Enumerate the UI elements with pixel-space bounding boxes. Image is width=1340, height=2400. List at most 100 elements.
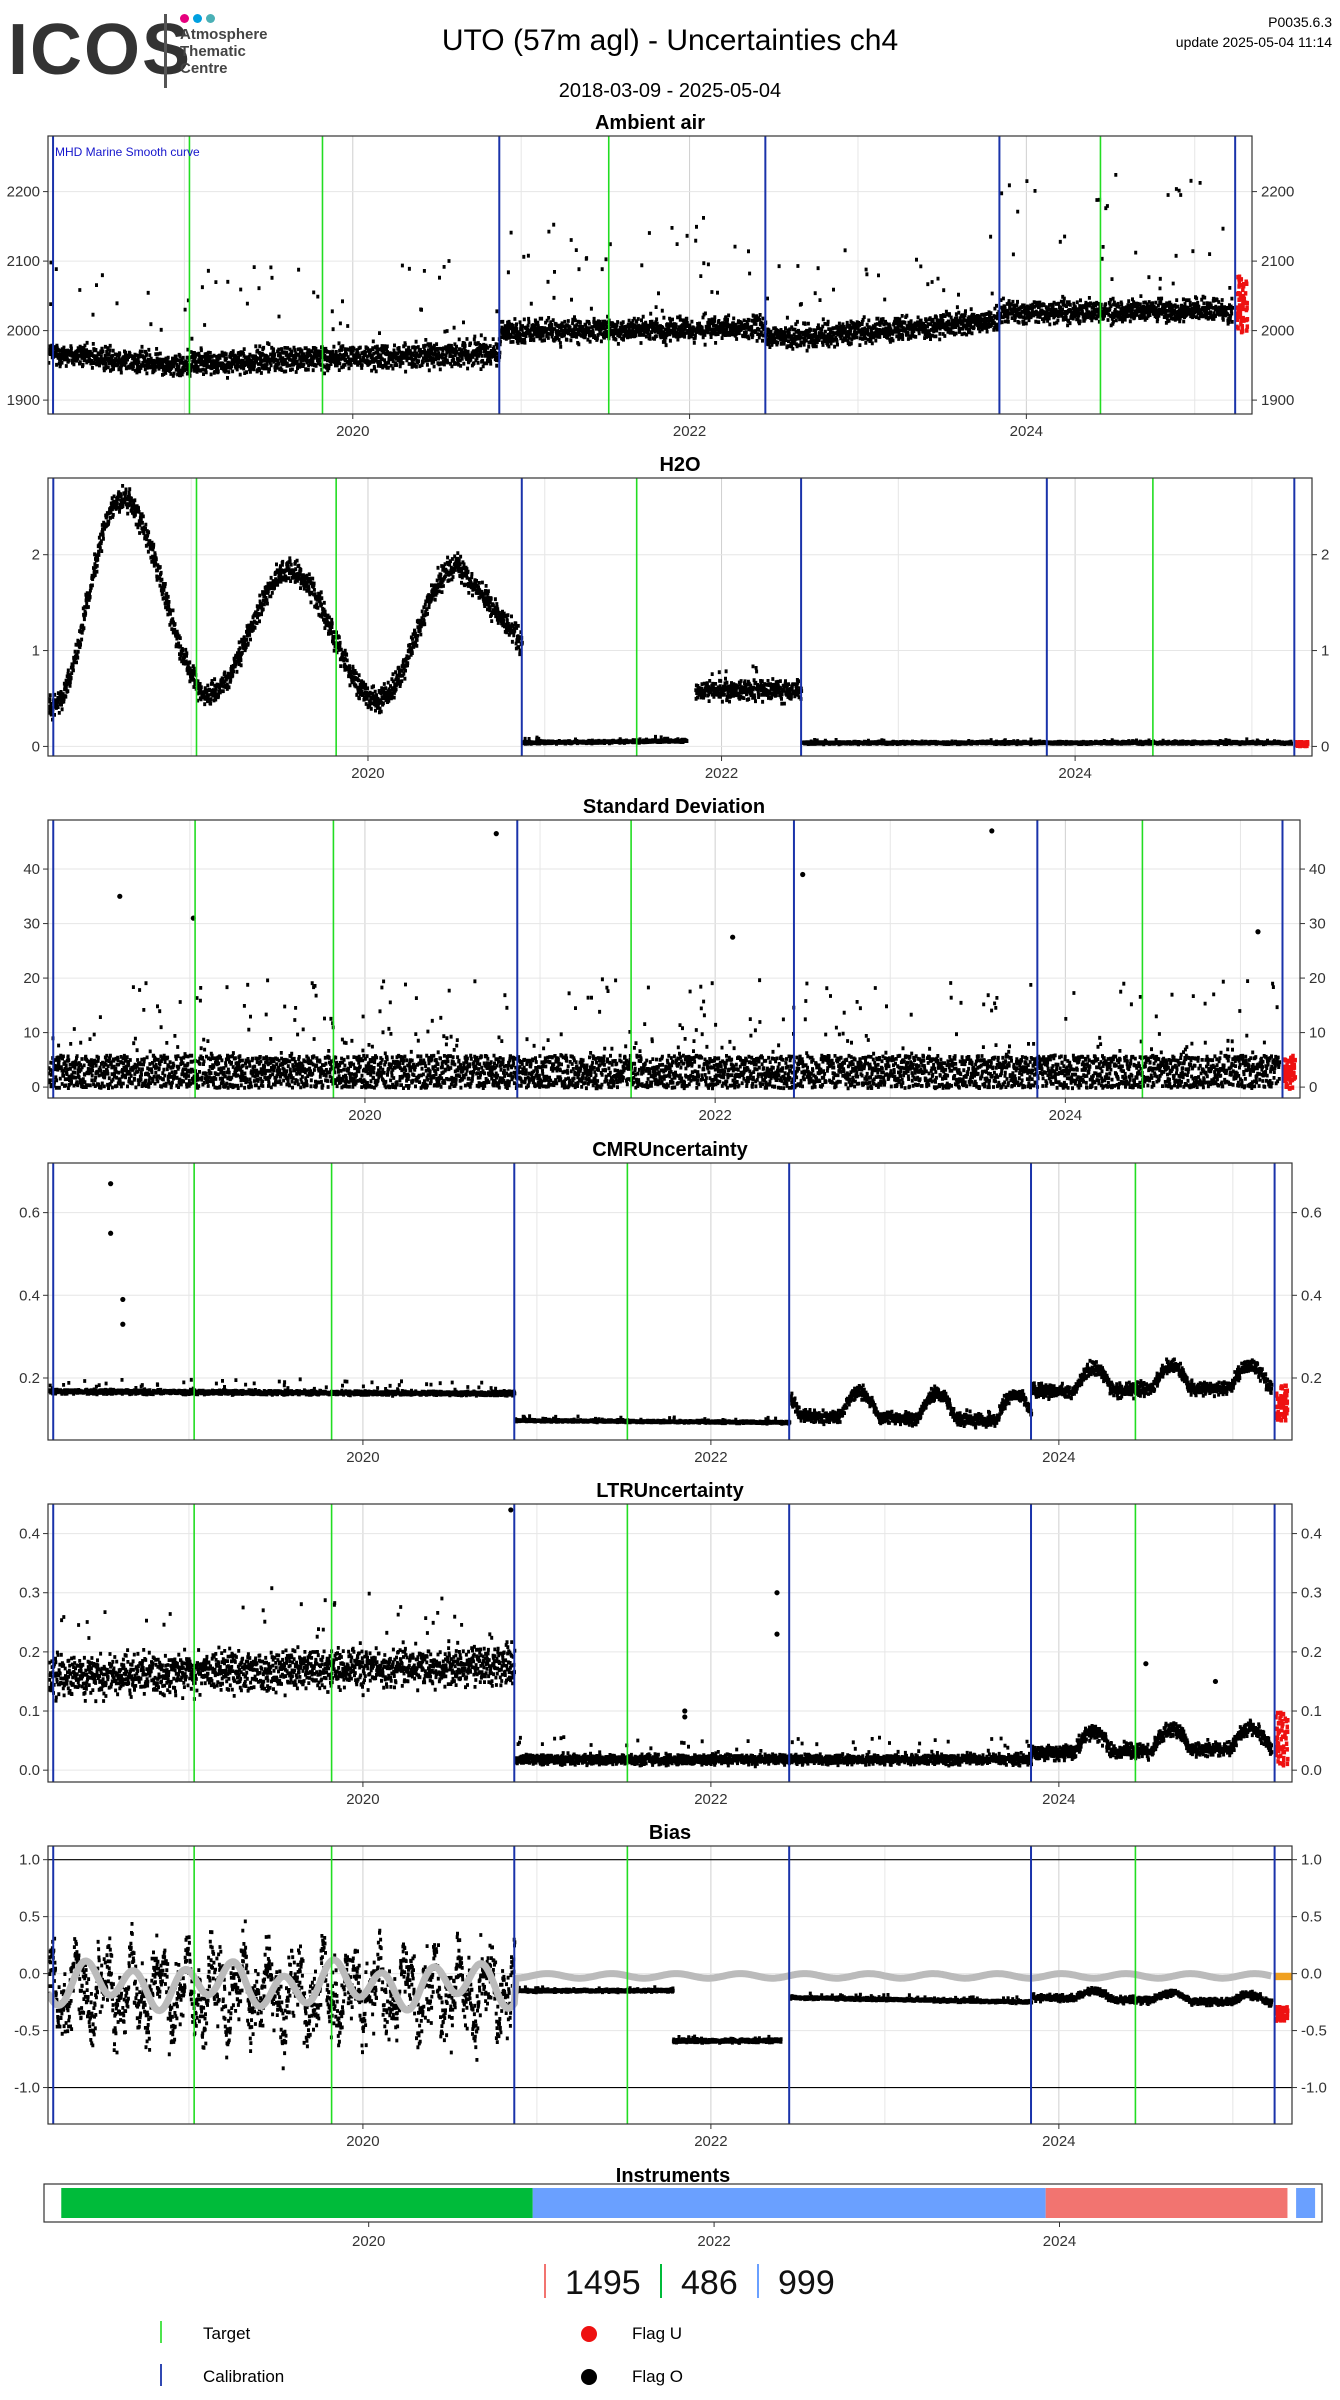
data-points-flag-u <box>1235 274 1250 335</box>
panel-bias: Bias -1.0 -1.0 -0.5 -0.5 0.0 0.0 0.5 0.5 1.0 1.0 20… <box>14 1822 1327 2150</box>
orange-marker <box>1274 1972 1292 1981</box>
data-points-flag-u <box>1274 1383 1290 1423</box>
instrument-bar <box>1045 2188 1288 2218</box>
y-tick-label-right: 0 <box>1309 1079 1317 1096</box>
outlier-point <box>774 1590 780 1596</box>
y-tick-label-left: 1 <box>32 643 40 660</box>
outlier-point <box>120 1296 126 1303</box>
y-tick-label-left: -1.0 <box>14 2080 40 2097</box>
data-points-flag-u <box>1281 1053 1298 1091</box>
y-tick-label-left: 10 <box>23 1025 40 1042</box>
y-tick-label-right: 0.0 <box>1301 1966 1322 1983</box>
smooth-curve <box>48 1956 1273 2015</box>
x-tick-label: 2024 <box>1042 1791 1075 1808</box>
x-tick-label: 2024 <box>1043 2233 1076 2250</box>
panel-ambient: Ambient air MHD Marine Smooth curve 1900 19… <box>7 112 1295 440</box>
outlier-point <box>989 828 995 834</box>
outlier-point <box>774 1631 780 1637</box>
instrument-legend: 1495 486 999 <box>544 2264 835 2302</box>
version-info: P0035.6.3 update 2025-05-04 11:14 <box>1176 12 1332 52</box>
x-tick-label: 2022 <box>698 1107 731 1124</box>
outlier-point <box>1255 929 1261 935</box>
y-tick-label-right: 0.0 <box>1301 1762 1322 1779</box>
x-tick-label: 2022 <box>694 1791 727 1808</box>
panel-frame <box>47 477 1313 757</box>
panel-frame <box>47 135 1253 415</box>
data-points-flag-o <box>48 1586 1274 1769</box>
x-tick-label: 2022 <box>694 1449 727 1466</box>
y-tick-label-left: -0.5 <box>14 2023 40 2040</box>
panel-ltr: LTRUncertainty 0.0 0.0 0.1 0.1 0.2 0.2 0.3 0.3 0.… <box>19 1480 1322 1808</box>
outlier-point <box>120 1321 126 1327</box>
panel-cmr: CMRUncertainty 0.2 0.2 0.4 0.4 0.6 0.6 2020 2022… <box>19 1139 1322 1466</box>
y-tick-label-left: 20 <box>23 970 40 987</box>
logo-subtitle-line: Atmosphere <box>180 26 268 43</box>
outlier-point <box>1143 1661 1149 1667</box>
y-tick-label-left: 0.0 <box>19 1966 40 1983</box>
data-points-flag-o <box>48 977 1282 1091</box>
panel-title: H2O <box>659 454 700 476</box>
y-tick-label-left: 1900 <box>7 392 40 409</box>
y-tick-label-left: 0.1 <box>19 1703 40 1720</box>
instrument-bar <box>532 2188 1046 2218</box>
gridlines <box>48 478 1312 756</box>
x-tick-label: 2020 <box>348 1107 381 1124</box>
series-flag-o <box>48 1919 1292 2071</box>
outlier-point <box>117 893 123 899</box>
outlier-point <box>1212 1678 1219 1685</box>
y-tick-label-left: 0.6 <box>19 1205 40 1222</box>
data-points-flag-o <box>48 1919 1274 2071</box>
series-flag-o <box>48 1507 1290 1769</box>
y-tick-label-right: 20 <box>1309 970 1326 987</box>
y-tick-label-right: 0.2 <box>1301 1644 1322 1661</box>
y-tick-label-right: 0 <box>1321 738 1329 755</box>
outlier-point <box>108 1230 114 1236</box>
y-tick-label-left: 2200 <box>7 184 40 201</box>
x-tick-label: 2022 <box>694 2133 727 2150</box>
x-tick-label: 2022 <box>673 423 706 440</box>
outlier-point <box>508 1507 514 1513</box>
data-points-flag-o <box>48 1357 1274 1430</box>
y-tick-label-left: 40 <box>23 861 40 878</box>
y-tick-label-left: 0.2 <box>19 1644 40 1661</box>
y-tick-label-right: 2000 <box>1261 323 1294 340</box>
y-tick-label-right: 30 <box>1309 916 1326 933</box>
instrument-label: 1495 <box>565 2264 641 2302</box>
y-tick-label-left: 2100 <box>7 253 40 270</box>
logo-divider <box>164 14 167 88</box>
y-tick-label-right: 0.6 <box>1301 1205 1322 1222</box>
data-points-flag-u <box>1273 2005 1290 2023</box>
y-tick-label-left: 2000 <box>7 323 40 340</box>
x-tick-label: 2020 <box>352 2233 385 2250</box>
calibration-legend-label: Calibration <box>203 2367 284 2386</box>
flag-legend: Target Calibration Flag U Flag O <box>160 2321 683 2386</box>
x-tick-label: 2024 <box>1049 1107 1082 1124</box>
flag-o-legend-label: Flag O <box>632 2367 683 2386</box>
y-tick-label-left: 0.5 <box>19 1909 40 1926</box>
y-tick-label-right: 40 <box>1309 861 1326 878</box>
x-tick-label: 2024 <box>1010 423 1043 440</box>
x-tick-label: 2024 <box>1042 1449 1075 1466</box>
y-tick-label-left: 0.4 <box>19 1526 40 1543</box>
y-tick-label-right: 0.4 <box>1301 1287 1322 1304</box>
panel-frame <box>47 1503 1293 1783</box>
y-tick-label-right: 0.1 <box>1301 1703 1322 1720</box>
y-tick-label-right: 0.5 <box>1301 1909 1322 1926</box>
flag-o-legend-swatch <box>581 2369 597 2385</box>
y-tick-label-right: 1.0 <box>1301 1852 1322 1869</box>
x-tick-label: 2020 <box>351 765 384 782</box>
gridlines <box>48 136 1252 414</box>
series-flag-o <box>48 1181 1290 1430</box>
curve-annotation: MHD Marine Smooth curve <box>55 145 200 159</box>
outlier-point <box>682 1708 688 1714</box>
y-tick-label-right: 0.4 <box>1301 1526 1322 1543</box>
logo-subtitle-line: Centre <box>180 60 228 77</box>
y-tick-label-right: 1900 <box>1261 392 1294 409</box>
panel-title: CMRUncertainty <box>592 1139 748 1161</box>
panel-title: Bias <box>649 1822 691 1844</box>
instrument-bar <box>1296 2188 1316 2218</box>
x-tick-label: 2020 <box>346 2133 379 2150</box>
y-tick-label-left: 0.2 <box>19 1370 40 1387</box>
x-tick-label: 2020 <box>336 423 369 440</box>
